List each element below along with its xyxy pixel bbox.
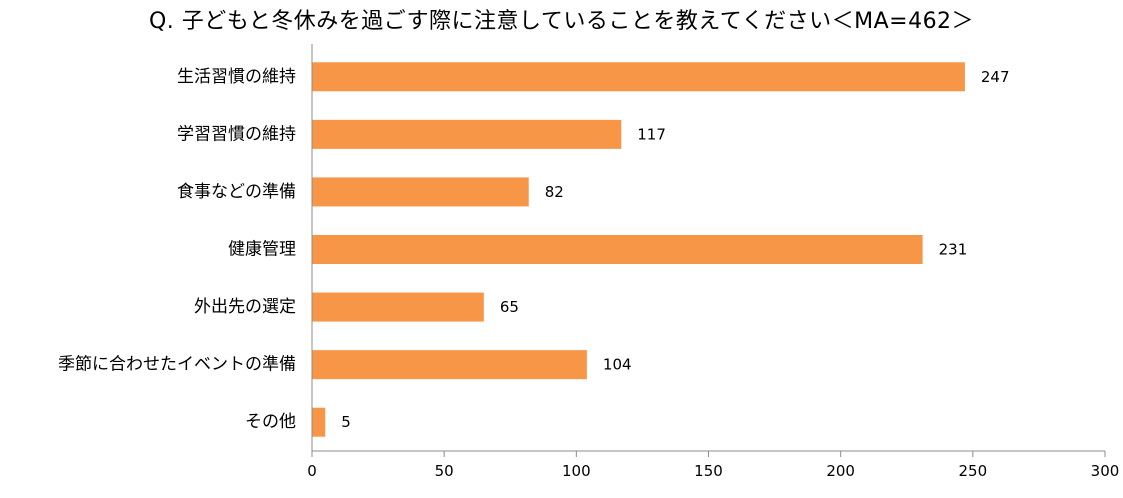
x-tick-label-3: 150 — [694, 462, 723, 480]
category-label-1: 学習習慣の維持 — [177, 124, 296, 144]
bar-4 — [312, 292, 484, 322]
category-label-2: 食事などの準備 — [177, 182, 296, 202]
bar-6 — [312, 407, 326, 437]
x-tick-label-1: 50 — [435, 462, 454, 480]
x-tick-label-5: 250 — [959, 462, 988, 480]
category-label-4: 外出先の選定 — [194, 297, 296, 317]
category-label-3: 健康管理 — [228, 240, 296, 260]
chart-title: Q. 子どもと冬休みを過ごす際に注意していることを教えてください＜MA=462＞ — [148, 9, 975, 34]
value-label-2: 82 — [545, 183, 564, 201]
bar-0 — [312, 62, 965, 92]
bar-3 — [312, 235, 923, 264]
bar-1 — [312, 119, 622, 149]
x-tick-label-0: 0 — [307, 462, 317, 480]
value-label-4: 65 — [500, 298, 519, 316]
bar-5 — [312, 350, 587, 380]
value-label-3: 231 — [939, 241, 968, 259]
x-tick-label-4: 200 — [826, 462, 855, 480]
category-label-6: その他 — [245, 412, 296, 432]
x-axis: 0 50 100 150 200 250 300 — [307, 44, 1119, 480]
x-tick-label-6: 300 — [1091, 462, 1120, 480]
value-label-0: 247 — [981, 68, 1010, 86]
bar-2 — [312, 177, 529, 207]
bars-layer — [312, 62, 965, 437]
value-label-1: 117 — [637, 125, 666, 143]
category-label-0: 生活習慣の維持 — [177, 67, 296, 87]
labels-layer: 生活習慣の維持 247 学習習慣の維持 117 食事などの準備 82 健康管理 231 外出先の… — [58, 67, 1010, 432]
value-label-6: 5 — [341, 413, 351, 431]
x-tick-label-2: 100 — [562, 462, 591, 480]
value-label-5: 104 — [603, 356, 632, 374]
category-label-5: 季節に合わせたイベントの準備 — [58, 355, 296, 375]
